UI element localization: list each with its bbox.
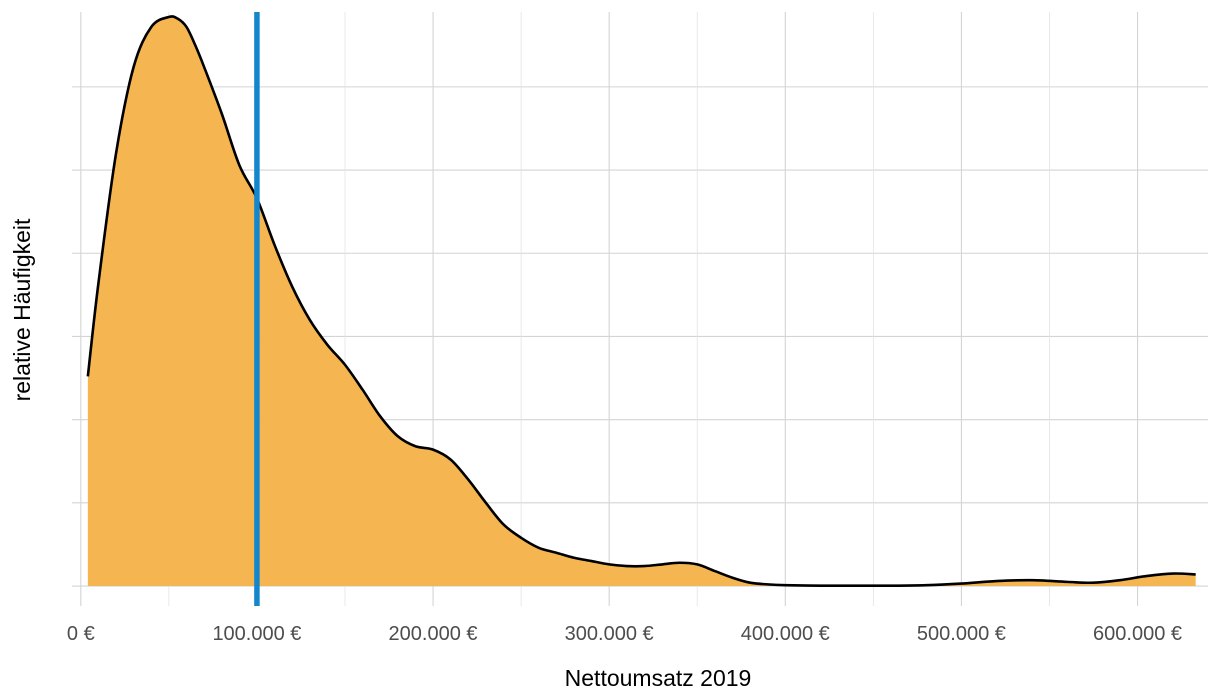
x-tick-label: 500.000 € [917, 623, 1006, 645]
density-line [86, 15, 1196, 588]
x-tick-label: 300.000 € [565, 623, 654, 645]
density-area [87, 16, 1196, 587]
x-axis-title: Nettoumsatz 2019 [565, 665, 752, 691]
x-tick-label: 600.000 € [1093, 623, 1182, 645]
x-tick-label: 0 € [67, 623, 95, 645]
x-tick-label: 400.000 € [741, 623, 830, 645]
y-axis-title: relative Häufigkeit [9, 218, 35, 401]
x-tick-labels: 0 € 100.000 € 200.000 € 300.000 € 400.000 € 5… [67, 623, 1182, 645]
x-tick-label: 100.000 € [212, 623, 301, 645]
grid [72, 12, 1208, 606]
x-tick-label: 200.000 € [389, 623, 478, 645]
